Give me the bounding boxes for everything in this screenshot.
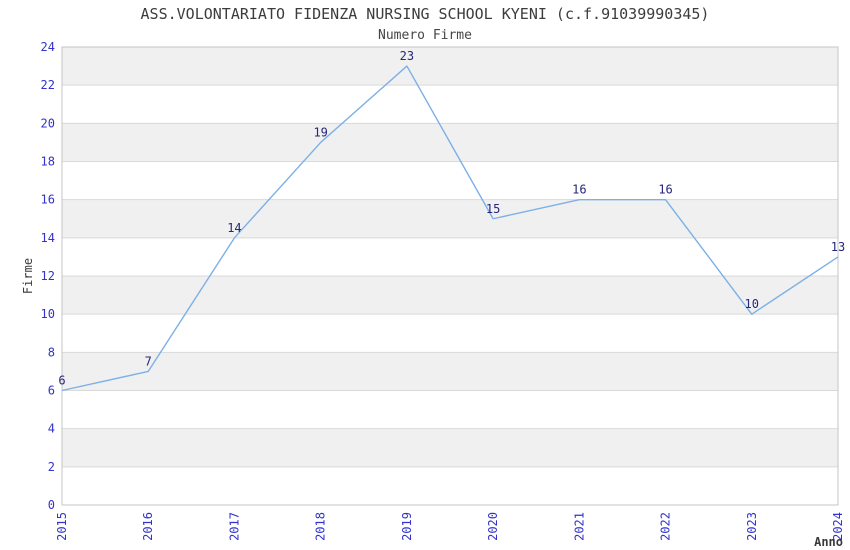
x-tick-label: 2021 xyxy=(572,512,586,541)
plot-band xyxy=(62,47,838,86)
plot-border xyxy=(61,46,839,506)
data-point-label: 14 xyxy=(227,221,241,235)
y-tick-label: 14 xyxy=(41,231,55,245)
data-line xyxy=(61,65,839,392)
chart-subtitle: Numero Firme xyxy=(378,28,472,43)
data-point-label: 23 xyxy=(400,49,414,63)
y-tick-label: 0 xyxy=(48,498,55,512)
data-point-label: 16 xyxy=(658,183,672,197)
y-tick-label: 20 xyxy=(41,116,55,130)
y-tick-label: 2 xyxy=(48,460,55,474)
y-tick-label: 18 xyxy=(41,155,55,169)
x-tick-label: 2019 xyxy=(400,512,414,541)
y-tick-label: 4 xyxy=(48,422,55,436)
plot-band xyxy=(62,276,838,315)
plot-band xyxy=(62,428,838,467)
data-point-label: 13 xyxy=(831,240,845,254)
y-tick-label: 22 xyxy=(41,78,55,92)
x-tick-label: 2024 xyxy=(831,512,845,541)
x-axis-label: Anno xyxy=(814,535,843,549)
data-point-label: 10 xyxy=(745,297,759,311)
plot-band xyxy=(62,199,838,238)
x-tick-label: 2018 xyxy=(314,512,328,541)
x-tick-label: 2023 xyxy=(745,512,759,541)
x-tick-label: 2020 xyxy=(486,512,500,541)
data-point-label: 7 xyxy=(145,354,152,368)
y-tick-label: 8 xyxy=(48,345,55,359)
data-point-label: 16 xyxy=(572,183,586,197)
y-tick-label: 6 xyxy=(48,384,55,398)
plot-band xyxy=(62,352,838,391)
data-point-label: 19 xyxy=(313,125,327,139)
y-tick-label: 24 xyxy=(41,40,55,54)
data-point-label: 6 xyxy=(58,374,65,388)
y-tick-label: 12 xyxy=(41,269,55,283)
chart-title: ASS.VOLONTARIATO FIDENZA NURSING SCHOOL … xyxy=(140,5,710,23)
y-tick-label: 16 xyxy=(41,193,55,207)
x-tick-label: 2017 xyxy=(227,512,241,541)
x-tick-label: 2022 xyxy=(659,512,673,541)
y-tick-label: 10 xyxy=(41,307,55,321)
data-point-label: 15 xyxy=(486,202,500,216)
x-tick-label: 2015 xyxy=(55,512,69,541)
x-tick-label: 2016 xyxy=(141,512,155,541)
